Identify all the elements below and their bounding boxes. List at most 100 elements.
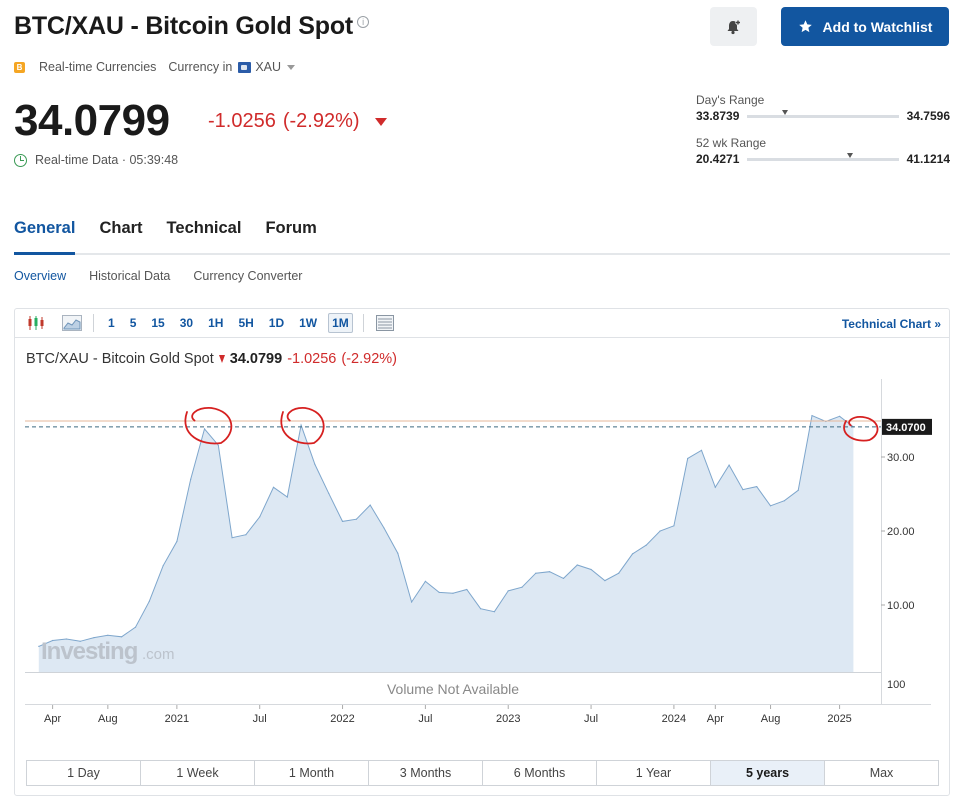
data-point (728, 464, 730, 466)
add-to-watchlist-button[interactable]: Add to Watchlist (781, 7, 949, 46)
y-tick-label: 30.00 (887, 452, 915, 464)
instrument-meta: B Real-time Currencies Currency in XAU (14, 60, 296, 74)
day-range-label: Day's Range (696, 93, 765, 107)
period-1-day[interactable]: 1 Day (27, 761, 141, 785)
table-view-icon[interactable] (374, 314, 396, 332)
price-chart[interactable]: 34.0700 10.00 20.00 30.00 Volume Not Availab… (15, 309, 949, 749)
subtab-historical-data[interactable]: Historical Data (89, 269, 171, 283)
info-icon[interactable]: i (357, 16, 370, 28)
data-point (604, 580, 606, 582)
bell-plus-icon (727, 19, 740, 34)
x-tick-label: 2022 (330, 713, 354, 725)
x-tick-label: Jul (253, 713, 267, 725)
subtab-currency-converter[interactable]: Currency Converter (193, 269, 303, 283)
realtime-text: Real-time Data · 05:39:48 (35, 153, 179, 167)
volume-tick-label: 100 (887, 679, 905, 691)
day-range-track (747, 109, 899, 118)
currency-value: XAU (255, 60, 282, 74)
data-point (134, 626, 137, 628)
price-line (38, 414, 854, 647)
period-1-week[interactable]: 1 Week (141, 761, 255, 785)
x-tick-label: Jul (418, 713, 432, 725)
52wk-range: 52 wk Range 20.4271 41.1214 (696, 136, 950, 166)
data-point (217, 444, 219, 446)
interval-5h[interactable]: 5H (238, 316, 254, 330)
period-5-years[interactable]: 5 years (711, 761, 825, 785)
chart-toolbar: 1 5 15 30 1H 5H 1D 1W 1M Technical Chart… (15, 309, 949, 338)
data-point (203, 428, 206, 430)
data-point (673, 525, 675, 527)
interval-15[interactable]: 15 (151, 316, 165, 330)
data-point (438, 591, 440, 593)
y-tick-label: 10.00 (887, 600, 915, 612)
interval-1[interactable]: 1 (108, 316, 115, 330)
interval-1m[interactable]: 1M (328, 313, 353, 333)
data-point (576, 564, 578, 566)
tab-technical[interactable]: Technical (166, 219, 242, 237)
data-point (549, 571, 551, 573)
interval-1d[interactable]: 1D (268, 316, 285, 330)
data-point (839, 415, 841, 417)
data-point (355, 518, 357, 520)
currency-selector[interactable]: XAU (255, 60, 296, 74)
interval-1w[interactable]: 1W (299, 316, 318, 330)
down-arrow-icon (374, 117, 387, 126)
page-title: BTC/XAU - Bitcoin Gold Spot i (14, 12, 370, 41)
data-point (521, 586, 523, 588)
annotation-circle (843, 416, 879, 442)
period-6-months[interactable]: 6 Months (483, 761, 597, 785)
chart-legend: BTC/XAU - Bitcoin Gold Spot 34.0799 -1.0… (26, 351, 397, 367)
data-point (493, 611, 495, 613)
investing-watermark: Investing (41, 638, 138, 665)
realtime-status: Real-time Data · 05:39:48 (14, 153, 178, 167)
data-point (424, 580, 426, 582)
interval-30[interactable]: 30 (179, 316, 194, 330)
x-tick-label: 2023 (496, 713, 520, 725)
legend-change-percent: (-2.92%) (341, 351, 397, 367)
star-icon (798, 20, 812, 33)
data-point (190, 478, 192, 480)
data-point (259, 516, 261, 518)
data-point (507, 590, 509, 592)
technical-chart-text: Technical Chart (841, 317, 931, 331)
legend-change: -1.0256 (287, 351, 337, 367)
x-tick-label: Aug (761, 713, 781, 725)
period-selector: 1 Day 1 Week 1 Month 3 Months 6 Months 1… (26, 760, 939, 786)
area-chart-icon[interactable] (61, 314, 83, 332)
main-tabs: General Chart Technical Forum (14, 218, 950, 255)
change-percent: (-2.92%) (282, 110, 360, 132)
tab-chart[interactable]: Chart (99, 219, 143, 237)
52wk-range-track (747, 152, 899, 161)
data-point (769, 505, 772, 507)
period-max[interactable]: Max (869, 766, 894, 780)
technical-chart-link[interactable]: Technical Chart » (842, 317, 941, 331)
data-point (328, 492, 330, 494)
data-point (480, 608, 482, 610)
data-point (176, 540, 178, 542)
x-tick-label: Jul (584, 713, 598, 725)
annotation-circle (280, 407, 325, 445)
currency-label: Currency in (168, 60, 233, 74)
double-chevron-right-icon: » (934, 317, 941, 331)
investing-watermark-suffix: .com (142, 646, 175, 663)
data-point (231, 537, 233, 539)
period-1-year[interactable]: 1 Year (597, 761, 711, 785)
sub-tabs: Overview Historical Data Currency Conver… (14, 269, 302, 283)
period-3-months[interactable]: 3 Months (369, 761, 483, 785)
tab-forum[interactable]: Forum (265, 219, 317, 237)
page-title-text: BTC/XAU - Bitcoin Gold Spot (14, 12, 354, 40)
price-change: -1.0256 (-2.92%) (208, 110, 387, 133)
data-point (397, 552, 399, 554)
subtab-overview[interactable]: Overview (14, 269, 67, 283)
tab-general[interactable]: General (14, 218, 76, 255)
last-price: 34.0799 (14, 96, 170, 145)
period-1-month[interactable]: 1 Month (255, 761, 369, 785)
interval-5[interactable]: 5 (129, 316, 137, 330)
data-point (714, 486, 716, 488)
interval-1h[interactable]: 1H (208, 316, 224, 330)
data-point (687, 457, 689, 460)
candlestick-icon[interactable] (25, 314, 47, 332)
data-point (341, 520, 344, 522)
create-alert-button[interactable] (710, 7, 757, 46)
y-tick-label: 20.00 (887, 526, 915, 538)
